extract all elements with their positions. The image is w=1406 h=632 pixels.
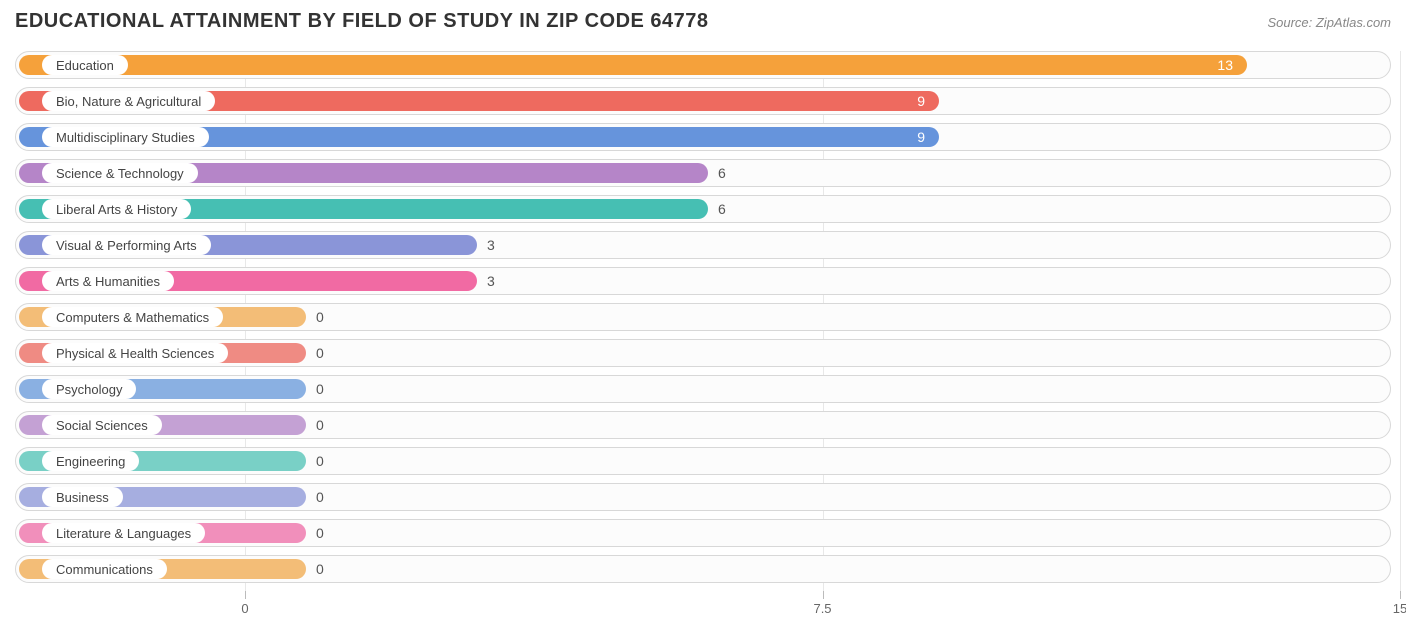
chart-title: EDUCATIONAL ATTAINMENT BY FIELD OF STUDY… [15,10,709,33]
bar-label: Psychology [56,382,122,397]
bar-row: Arts & Humanities 3 [15,267,1391,295]
axis-tick-label: 0 [241,601,248,616]
bar-value: 0 [316,381,324,397]
bar-row: Liberal Arts & History 6 [15,195,1391,223]
bar-fill: 13 [19,55,1247,75]
bar-label: Social Sciences [56,418,148,433]
bar-row: Engineering 0 [15,447,1391,475]
bar-label-pill: Liberal Arts & History [42,199,191,219]
bar-label-pill: Business [42,487,123,507]
axis-tick [823,591,824,599]
bar-value: 0 [316,345,324,361]
bar-row: Literature & Languages 0 [15,519,1391,547]
bar-row: Social Sciences 0 [15,411,1391,439]
bar-label-pill: Communications [42,559,167,579]
bar-label: Communications [56,562,153,577]
grid-line [1400,51,1401,591]
bar-value: 3 [487,237,495,253]
bar-value: 6 [718,201,726,217]
chart-area: 13 Education 9 Bio, Nature & Agricultural 9 M… [15,51,1391,621]
bar-label: Multidisciplinary Studies [56,130,195,145]
bar-label-pill: Social Sciences [42,415,162,435]
bar-row: 9 Multidisciplinary Studies [15,123,1391,151]
bar-value: 9 [917,129,925,145]
bar-label-pill: Physical & Health Sciences [42,343,228,363]
bar-label: Science & Technology [56,166,184,181]
axis-tick [245,591,246,599]
bar-row: 9 Bio, Nature & Agricultural [15,87,1391,115]
bar-value: 0 [316,525,324,541]
bar-label: Literature & Languages [56,526,191,541]
axis-tick-label: 7.5 [813,601,831,616]
bar-value: 3 [487,273,495,289]
bar-row: Physical & Health Sciences 0 [15,339,1391,367]
bar-row: Computers & Mathematics 0 [15,303,1391,331]
bar-value: 0 [316,453,324,469]
bar-label-pill: Bio, Nature & Agricultural [42,91,215,111]
bar-label: Liberal Arts & History [56,202,177,217]
bars-region: 13 Education 9 Bio, Nature & Agricultural 9 M… [15,51,1391,583]
bar-label-pill: Education [42,55,128,75]
bar-label: Arts & Humanities [56,274,160,289]
bar-label: Bio, Nature & Agricultural [56,94,201,109]
chart-source: Source: ZipAtlas.com [1267,15,1391,30]
bar-label-pill: Arts & Humanities [42,271,174,291]
bar-label-pill: Computers & Mathematics [42,307,223,327]
bar-label-pill: Multidisciplinary Studies [42,127,209,147]
bar-label: Business [56,490,109,505]
bar-label: Physical & Health Sciences [56,346,214,361]
bar-row: Visual & Performing Arts 3 [15,231,1391,259]
bar-value: 13 [1217,57,1233,73]
axis-tick-label: 15 [1393,601,1406,616]
bar-label: Education [56,58,114,73]
bar-label-pill: Visual & Performing Arts [42,235,211,255]
bar-value: 9 [917,93,925,109]
x-axis: 07.515 [15,591,1391,621]
bar-value: 0 [316,309,324,325]
bar-row: Science & Technology 6 [15,159,1391,187]
bar-row: Business 0 [15,483,1391,511]
bar-value: 0 [316,489,324,505]
bar-label: Visual & Performing Arts [56,238,197,253]
bar-row: 13 Education [15,51,1391,79]
bar-row: Communications 0 [15,555,1391,583]
bar-value: 6 [718,165,726,181]
bar-row: Psychology 0 [15,375,1391,403]
bar-label-pill: Psychology [42,379,136,399]
bar-value: 0 [316,561,324,577]
axis-tick [1400,591,1401,599]
bar-value: 0 [316,417,324,433]
bar-label-pill: Literature & Languages [42,523,205,543]
bar-label-pill: Science & Technology [42,163,198,183]
bar-label: Computers & Mathematics [56,310,209,325]
chart-header: EDUCATIONAL ATTAINMENT BY FIELD OF STUDY… [15,10,1391,33]
bar-label-pill: Engineering [42,451,139,471]
bar-label: Engineering [56,454,125,469]
